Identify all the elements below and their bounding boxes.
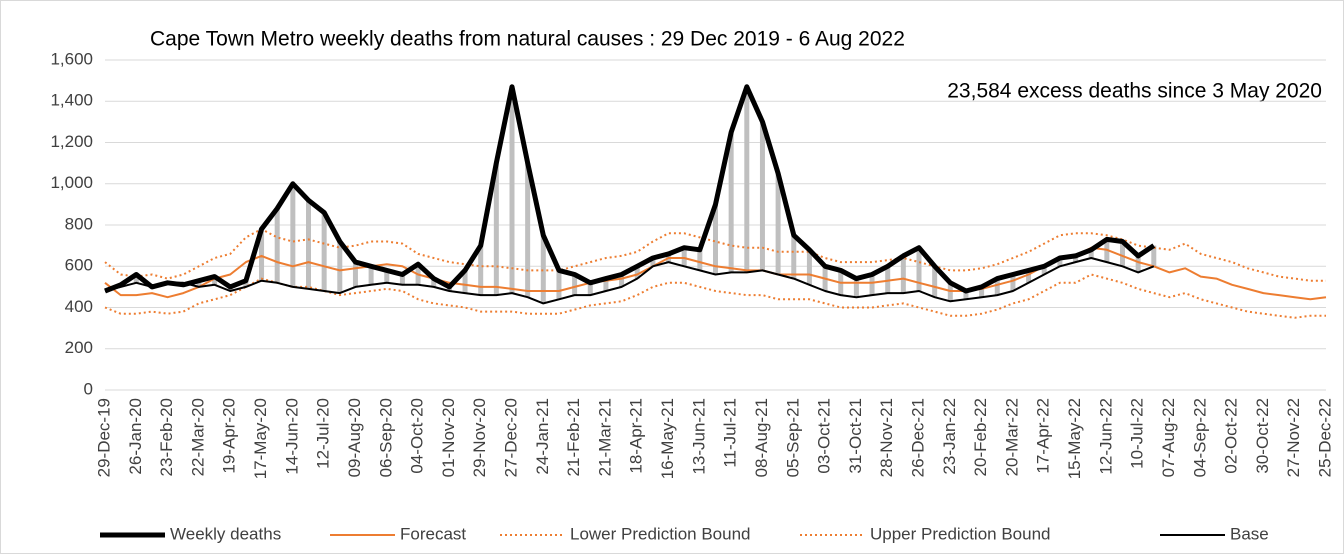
x-tick-label: 17-May-20	[251, 398, 270, 479]
x-tick-label: 23-Jan-22	[940, 398, 959, 475]
x-tick-label: 30-Oct-22	[1253, 398, 1272, 474]
legend-label: Base	[1230, 524, 1269, 543]
x-tick-label: 01-Nov-20	[439, 398, 458, 477]
y-tick-label: 800	[65, 214, 93, 233]
x-tick-label: 20-Feb-22	[971, 398, 990, 476]
x-tick-label: 07-Aug-22	[1159, 398, 1178, 477]
x-tick-label: 13-Jun-21	[689, 398, 708, 475]
y-tick-label: 0	[84, 379, 93, 398]
y-tick-label: 1,600	[50, 49, 93, 68]
x-tick-label: 20-Mar-22	[1002, 398, 1021, 476]
legend-label: Forecast	[400, 524, 466, 543]
x-tick-label: 23-Feb-20	[157, 398, 176, 476]
x-tick-label: 29-Nov-20	[470, 398, 489, 477]
x-tick-label: 21-Feb-21	[564, 398, 583, 476]
y-tick-label: 400	[65, 297, 93, 316]
x-tick-label: 31-Oct-21	[846, 398, 865, 474]
x-tick-label: 25-Dec-22	[1315, 398, 1334, 477]
x-tick-label: 19-Apr-20	[220, 398, 239, 474]
series-line	[104, 246, 1327, 301]
x-tick-label: 16-May-21	[658, 398, 677, 479]
legend-label: Upper Prediction Bound	[870, 524, 1051, 543]
x-tick-label: 08-Aug-21	[752, 398, 771, 477]
x-tick-label: 09-Aug-20	[345, 398, 364, 477]
annotation: 23,584 excess deaths since 3 May 2020	[947, 80, 1322, 103]
x-tick-label: 15-May-22	[1065, 398, 1084, 479]
x-tick-label: 06-Sep-20	[376, 398, 395, 477]
y-tick-label: 1,200	[50, 132, 93, 151]
x-tick-label: 26-Jan-20	[126, 398, 145, 475]
x-tick-label: 04-Oct-20	[408, 398, 427, 474]
chart-title: Cape Town Metro weekly deaths from natur…	[150, 28, 905, 51]
x-tick-label: 28-Nov-21	[877, 398, 896, 477]
y-tick-label: 600	[65, 256, 93, 275]
series-line	[104, 228, 1326, 282]
x-tick-label: 27-Nov-22	[1284, 398, 1303, 477]
x-tick-label: 03-Oct-21	[815, 398, 834, 474]
y-tick-label: 1,000	[50, 173, 93, 192]
x-tick-label: 12-Jun-22	[1096, 398, 1115, 475]
legend-label: Lower Prediction Bound	[570, 524, 751, 543]
x-tick-label: 04-Sep-22	[1190, 398, 1209, 477]
x-tick-label: 14-Jun-20	[282, 398, 301, 475]
y-tick-label: 200	[65, 338, 93, 357]
y-tick-label: 1,400	[50, 91, 93, 110]
x-tick-label: 24-Jan-21	[533, 398, 552, 475]
x-tick-label: 18-Apr-21	[627, 398, 646, 474]
series-line	[104, 257, 1155, 305]
x-tick-label: 26-Dec-21	[908, 398, 927, 477]
x-tick-label: 02-Oct-22	[1222, 398, 1241, 474]
x-tick-label: 27-Dec-20	[501, 398, 520, 477]
x-tick-label: 11-Jul-21	[721, 398, 740, 468]
x-tick-label: 21-Mar-21	[595, 398, 614, 476]
series-line	[104, 273, 1326, 319]
x-tick-label: 05-Sep-21	[783, 398, 802, 477]
x-tick-label: 10-Jul-22	[1128, 398, 1147, 469]
series-line	[104, 84, 1156, 294]
x-tick-label: 22-Mar-20	[188, 398, 207, 476]
x-tick-label: 29-Dec-19	[94, 398, 113, 477]
x-tick-label: 12-Jul-20	[314, 398, 333, 469]
legend-label: Weekly deaths	[170, 524, 281, 543]
x-tick-label: 17-Apr-22	[1034, 398, 1053, 474]
